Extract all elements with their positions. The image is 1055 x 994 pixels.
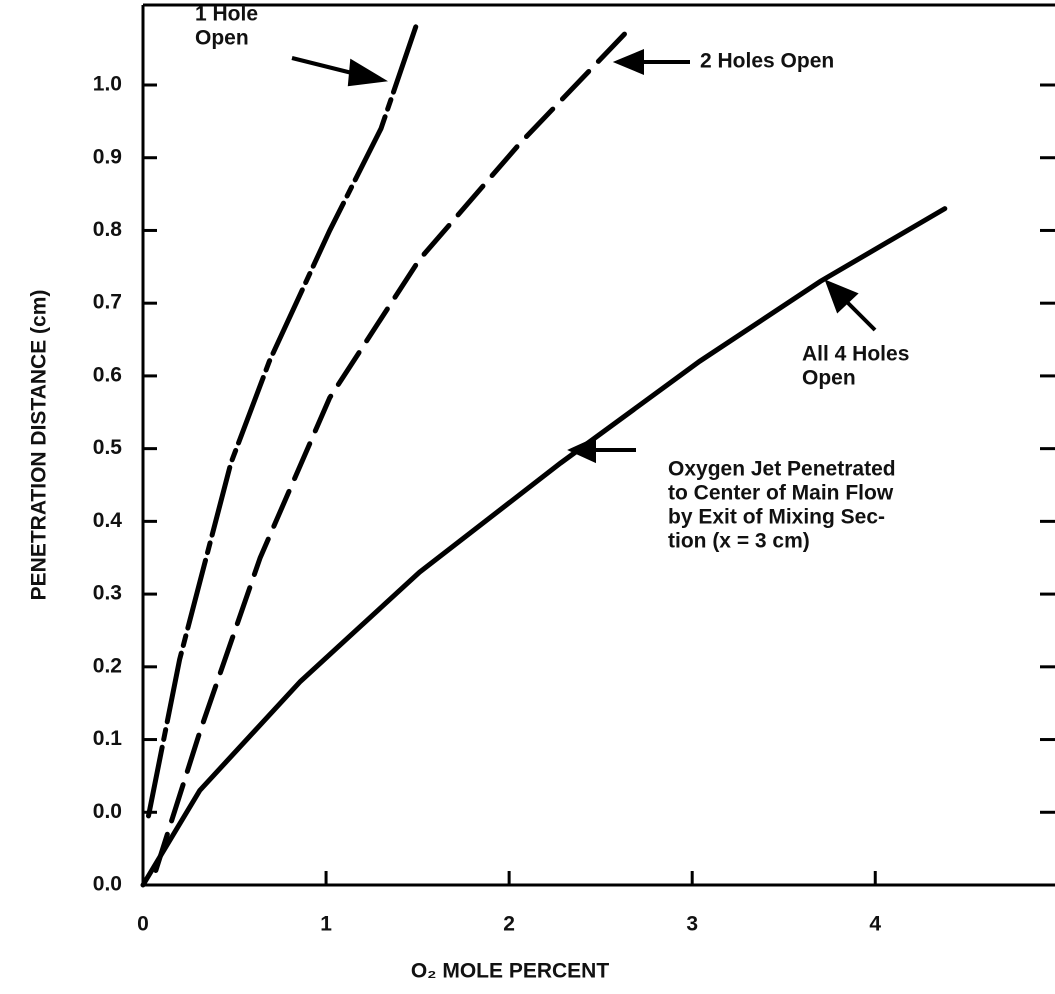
plot-frame bbox=[141, 3, 1055, 887]
y-tick-label: 0.1 bbox=[93, 727, 123, 750]
y-tick-label: 0.7 bbox=[93, 291, 122, 314]
y-tick-label: 0.4 bbox=[93, 509, 123, 532]
y-tick-label: 0.8 bbox=[93, 218, 123, 241]
x-axis-label: O₂ MOLE PERCENT bbox=[411, 960, 610, 983]
annotation: All 4 Holes bbox=[802, 343, 909, 366]
line-series bbox=[140, 206, 948, 888]
annotation: Oxygen Jet Penetrated bbox=[668, 458, 896, 481]
x-tick-label: 4 bbox=[869, 913, 881, 936]
annotation: to Center of Main Flow bbox=[668, 482, 894, 505]
y-tick-label: 0.2 bbox=[93, 654, 122, 677]
x-tick-label: 0 bbox=[137, 913, 149, 936]
y-tick-label: 0.0 bbox=[93, 800, 122, 823]
annotation: tion (x = 3 cm) bbox=[668, 530, 810, 553]
annotation: 1 Hole bbox=[195, 3, 258, 26]
line-series bbox=[153, 31, 627, 873]
annotation: by Exit of Mixing Sec- bbox=[668, 506, 885, 529]
y-tick-label: 1.0 bbox=[93, 73, 122, 96]
y-axis-label: PENETRATION DISTANCE (cm) bbox=[28, 290, 51, 601]
annotation: Open bbox=[802, 367, 856, 390]
x-tick-label: 1 bbox=[320, 913, 332, 936]
arrows bbox=[291, 49, 877, 464]
y-tick-label: 0.0 bbox=[93, 873, 122, 896]
line-series bbox=[145, 24, 419, 819]
annotation: 2 Holes Open bbox=[700, 50, 834, 73]
annotation: Open bbox=[195, 27, 249, 50]
y-tick-label: 0.9 bbox=[93, 145, 122, 168]
x-tick-label: 2 bbox=[503, 913, 515, 936]
y-tick-label: 0.6 bbox=[93, 363, 122, 386]
y-tick-label: 0.3 bbox=[93, 582, 122, 605]
y-tick-label: 0.5 bbox=[93, 436, 123, 459]
x-tick-label: 3 bbox=[686, 913, 698, 936]
